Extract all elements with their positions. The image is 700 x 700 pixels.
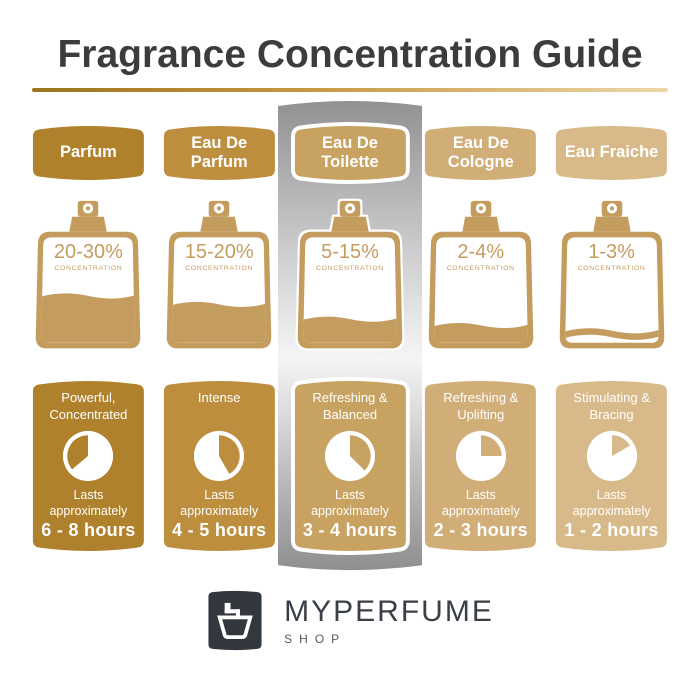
column-eau-fraiche: Eau Fraiche 1-3% CONCENTRATION: [553, 122, 670, 555]
duration-pie-icon: [63, 430, 114, 481]
brand-name: MYPERFUME: [284, 594, 494, 628]
header-badge: Eau Fraiche: [553, 122, 670, 184]
concentration-value: 20-30%: [53, 240, 123, 263]
perfume-bottle-icon: [166, 200, 272, 349]
brand-logo-icon: [208, 590, 262, 650]
concentration-value: 5-15%: [321, 240, 379, 263]
lasts-label: Lasts approximately: [311, 487, 389, 519]
brand-footer: MYPERFUME SHOP: [30, 589, 670, 652]
column-eau-de-parfum: Eau De Parfum 15-20% CONCENTRATION: [161, 122, 278, 555]
lasts-label: Lasts approximately: [572, 487, 651, 519]
liquid-fill: [41, 293, 136, 343]
header-badge-shape: [163, 125, 275, 180]
category-label: Eau De Parfum: [190, 133, 248, 171]
lasts-label: Lasts approximately: [49, 487, 128, 519]
duration-value: 1 - 2 hours: [564, 520, 659, 541]
perfume-bottle: 20-30% CONCENTRATION: [32, 200, 144, 353]
lasts-label: Lasts approximately: [441, 487, 520, 519]
concentration-value: 1-3%: [588, 240, 635, 263]
infographic-page: Fragrance Concentration Guide Parfum: [0, 32, 700, 700]
scent-character: Intense: [197, 389, 241, 405]
perfume-bottle: 1-3% CONCENTRATION: [556, 200, 668, 353]
lasts-label: Lasts approximately: [180, 487, 259, 519]
pie-wedge: [349, 435, 371, 471]
scent-character: Refreshing & Uplifting: [443, 389, 519, 422]
header-badge: Eau De Cologne: [422, 122, 539, 184]
liquid-fill: [564, 328, 659, 340]
pie-wedge: [67, 435, 89, 470]
liquid-fill: [172, 301, 266, 343]
scent-character: Refreshing & Balanced: [312, 389, 388, 422]
header-badge-shape: [32, 125, 144, 180]
perfume-bottle: 5-15% CONCENTRATION: [294, 200, 406, 353]
duration-value: 6 - 8 hours: [41, 520, 136, 541]
category-label: Eau De Toilette: [321, 133, 379, 171]
column-eau-de-cologne: Eau De Cologne 2-4% CONCENTRATION: [422, 122, 539, 555]
duration-pie-icon: [455, 430, 506, 481]
column-parfum: Parfum 20-30% CONCENTRATION: [30, 122, 147, 555]
concentration-caption: CONCENTRATION: [54, 264, 123, 272]
perfume-bottle: 2-4% CONCENTRATION: [425, 200, 537, 353]
category-label: Parfum: [59, 143, 117, 162]
header-badge: Parfum: [30, 122, 147, 184]
category-label: Eau De Cologne: [447, 133, 514, 171]
duration-pie-icon: [586, 430, 637, 481]
pie-wedge: [219, 435, 240, 474]
column-eau-de-toilette: Eau De Toilette 5-15% CONCENTRATION: [277, 100, 423, 570]
concentration-caption: CONCENTRATION: [316, 264, 384, 272]
liquid-fill: [434, 322, 528, 343]
info-panel: Powerful, Concentrated Lasts approximate…: [30, 377, 147, 555]
duration-pie-icon: [194, 430, 245, 481]
header-badge: Eau De Parfum: [161, 122, 278, 184]
concentration-caption: CONCENTRATION: [577, 264, 646, 272]
scent-character: Stimulating & Bracing: [573, 389, 650, 422]
brand-subtitle: SHOP: [284, 631, 347, 646]
title-underline: [32, 87, 668, 92]
columns-grid: Parfum 20-30% CONCENTRATION: [30, 100, 670, 570]
duration-value: 4 - 5 hours: [172, 520, 267, 541]
duration-value: 2 - 3 hours: [433, 520, 528, 541]
liquid-fill: [303, 316, 397, 343]
page-title: Fragrance Concentration Guide: [57, 33, 643, 76]
scent-character: Powerful, Concentrated: [49, 389, 128, 422]
concentration-value: 15-20%: [184, 240, 254, 263]
header-badge-shape: [425, 125, 537, 180]
pie-wedge: [611, 435, 630, 456]
info-panel: Refreshing & Uplifting Lasts approximate…: [422, 377, 539, 555]
header-badge-shape: [556, 125, 668, 180]
perfume-bottle-icon: [559, 200, 664, 349]
concentration-caption: CONCENTRATION: [185, 264, 254, 272]
concentration-caption: CONCENTRATION: [446, 264, 515, 272]
perfume-bottle-icon: [428, 200, 534, 349]
info-panel: Refreshing & Balanced Lasts approximatel…: [290, 376, 410, 555]
category-label: Eau Fraiche: [564, 143, 659, 162]
concentration-value: 2-4%: [457, 240, 505, 263]
duration-pie-icon: [324, 430, 376, 481]
info-panel: Intense Lasts approximately 4 - 5 hours: [161, 377, 278, 555]
info-panel: Stimulating & Bracing Lasts approximatel…: [553, 377, 670, 555]
pie-wedge: [480, 435, 502, 456]
header-badge: Eau De Toilette: [290, 121, 410, 184]
perfume-bottle-icon: [297, 200, 403, 349]
header-badge-shape: [290, 121, 410, 184]
perfume-bottle-icon: [36, 200, 141, 349]
duration-value: 3 - 4 hours: [302, 520, 398, 541]
perfume-bottle: 15-20% CONCENTRATION: [163, 200, 275, 353]
